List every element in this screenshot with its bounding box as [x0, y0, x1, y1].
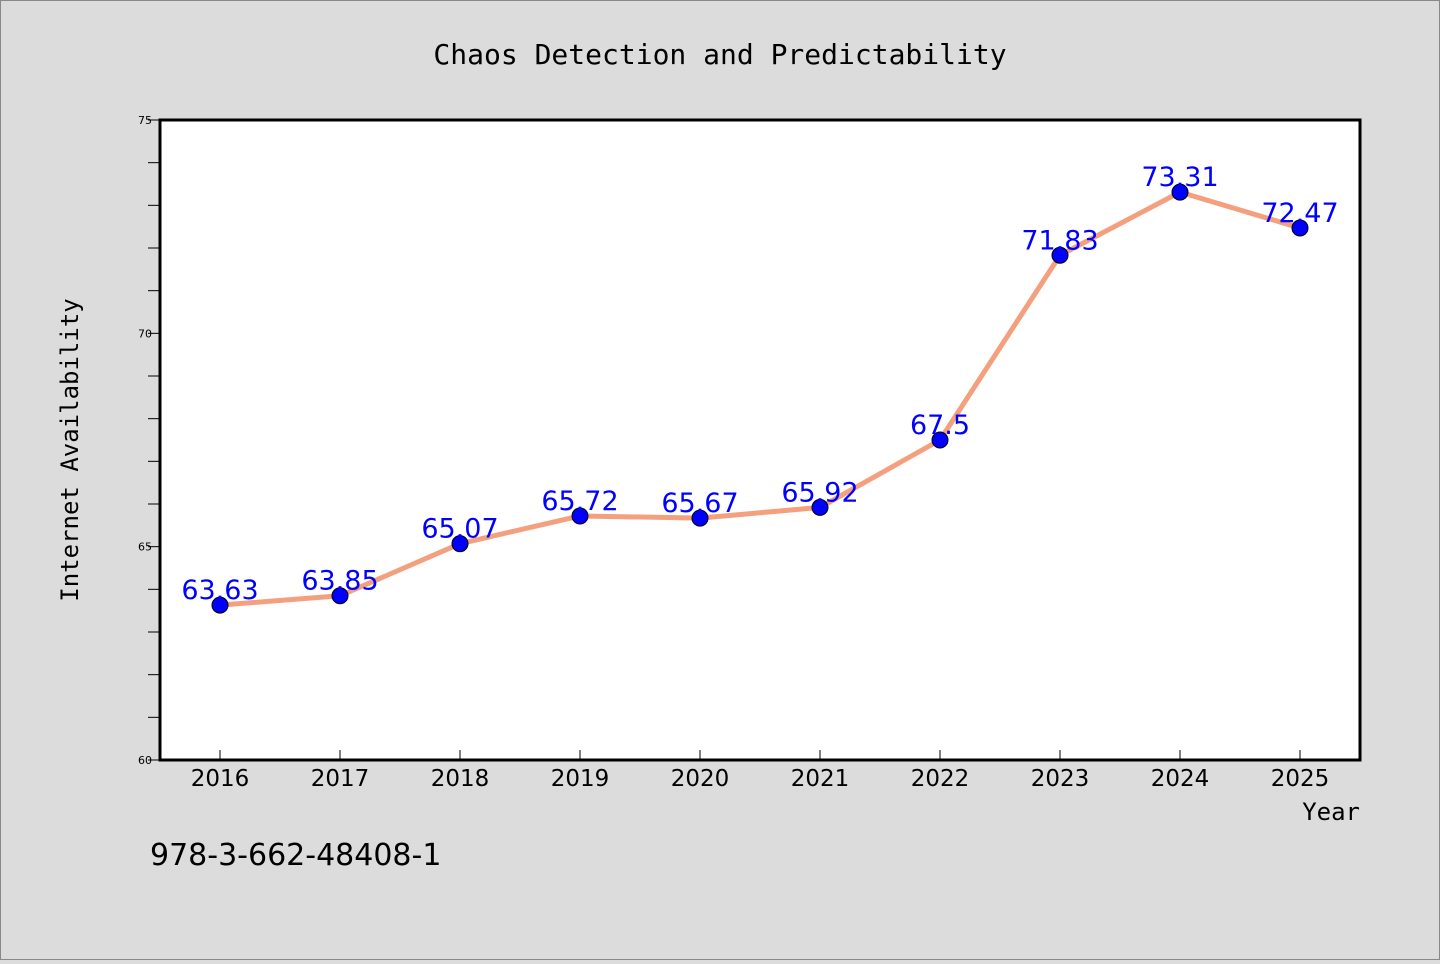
series-markers	[211, 183, 1309, 614]
data-label: 65.72	[541, 486, 618, 517]
data-point	[811, 498, 829, 516]
data-point	[451, 535, 469, 553]
data-label: 73.31	[1141, 162, 1218, 193]
data-point	[931, 431, 949, 449]
y-tick-label: 70	[138, 327, 152, 340]
data-label: 65.92	[781, 477, 858, 508]
data-label: 65.07	[421, 514, 498, 545]
data-label: 71.83	[1021, 225, 1098, 256]
x-tick-label: 2023	[1031, 766, 1090, 792]
x-axis-label: Year	[1302, 798, 1360, 826]
data-point	[691, 509, 709, 527]
x-tick-label: 2017	[311, 766, 370, 792]
data-point	[1051, 246, 1069, 264]
y-axis-label: Internet Availability	[56, 298, 84, 601]
chart-title: Chaos Detection and Predictability	[433, 38, 1006, 71]
data-point	[571, 507, 589, 525]
data-point	[1171, 183, 1189, 201]
x-tick-label: 2022	[911, 766, 970, 792]
y-tick-label: 65	[138, 541, 152, 554]
y-tick-label: 75	[138, 114, 152, 127]
x-tick-label: 2024	[1151, 766, 1210, 792]
data-label: 67.5	[910, 410, 970, 441]
data-point	[211, 596, 229, 614]
data-label: 65.67	[661, 488, 738, 519]
isbn-text: 978-3-662-48408-1	[150, 838, 441, 873]
data-labels: 63.63 63.85 65.07 65.72 65.67 65.92 67.5 71.83 7…	[181, 162, 1338, 606]
x-axis: 2016 2017 2018 2019 2020 2021 2022 2023 2024 2025	[191, 750, 1330, 792]
y-axis: 60 65 70 75	[138, 114, 160, 767]
x-tick-label: 2021	[791, 766, 850, 792]
x-tick-label: 2016	[191, 766, 250, 792]
data-point	[1291, 219, 1309, 237]
data-label: 63.85	[301, 566, 378, 597]
x-tick-label: 2025	[1271, 766, 1330, 792]
data-point	[331, 587, 349, 605]
data-label: 63.63	[181, 575, 258, 606]
data-label: 72.47	[1261, 198, 1338, 229]
y-tick-label: 60	[138, 754, 152, 767]
x-tick-label: 2018	[431, 766, 490, 792]
x-tick-label: 2019	[551, 766, 610, 792]
series-line	[217, 189, 1303, 608]
x-tick-label: 2020	[671, 766, 730, 792]
plot-area	[158, 118, 1362, 762]
